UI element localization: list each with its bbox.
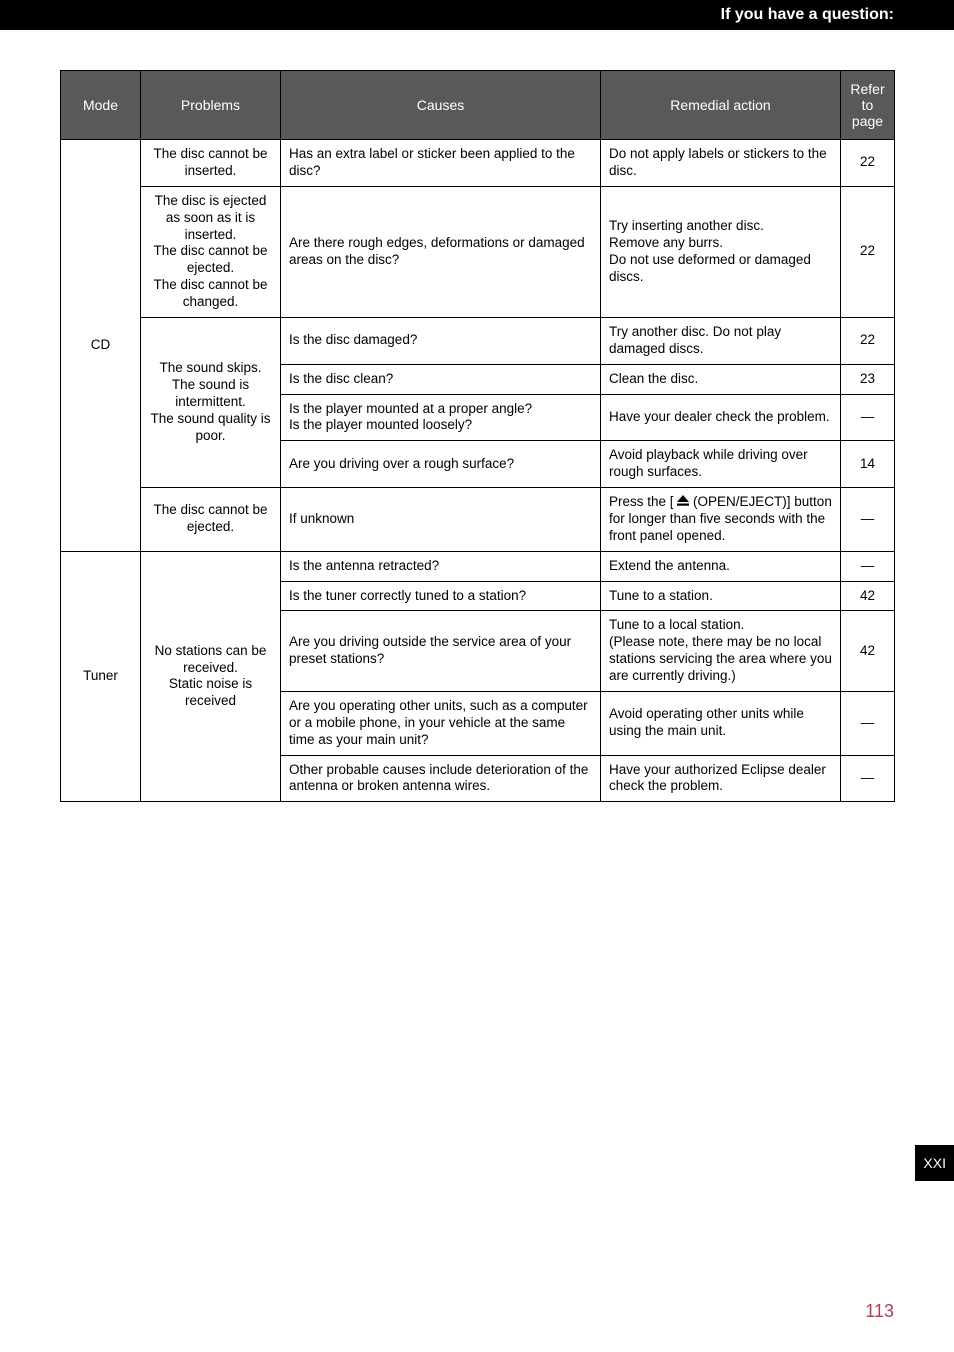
remedy-cell: Have your dealer check the problem.	[601, 394, 841, 441]
cause-cell: Is the disc clean?	[281, 364, 601, 394]
table-header-row: Mode Problems Causes Remedial action Ref…	[61, 71, 895, 140]
section-tab: XXI	[915, 1145, 954, 1181]
page-cell: 23	[841, 364, 895, 394]
cause-cell: Is the antenna retracted?	[281, 551, 601, 581]
problem-cell: The sound skips.The sound is intermitten…	[141, 317, 281, 487]
remedy-cell: Press the [ (OPEN/EJECT)] button for lon…	[601, 488, 841, 552]
remedy-cell: Avoid playback while driving over rough …	[601, 441, 841, 488]
page-cell: 42	[841, 581, 895, 611]
cause-cell: Are you driving outside the service area…	[281, 611, 601, 692]
table-row: The disc is ejected as soon as it is ins…	[61, 186, 895, 317]
remedy-cell: Avoid operating other units while using …	[601, 691, 841, 755]
page-cell: 22	[841, 140, 895, 187]
page-cell: 42	[841, 611, 895, 692]
table-row: The disc cannot be ejected. If unknown P…	[61, 488, 895, 552]
col-mode: Mode	[61, 71, 141, 140]
table-row: The sound skips.The sound is intermitten…	[61, 317, 895, 364]
table-row: Tuner No stations can be received.Static…	[61, 551, 895, 581]
page-cell: 14	[841, 441, 895, 488]
problem-cell: The disc cannot be ejected.	[141, 488, 281, 552]
cause-cell: Other probable causes include deteriorat…	[281, 755, 601, 802]
remedy-text-pre: Press the [	[609, 494, 677, 509]
remedy-cell: Try inserting another disc.Remove any bu…	[601, 186, 841, 317]
remedy-cell: Clean the disc.	[601, 364, 841, 394]
problem-cell: The disc cannot be inserted.	[141, 140, 281, 187]
page-cell: 22	[841, 317, 895, 364]
cause-cell: Are there rough edges, deformations or d…	[281, 186, 601, 317]
troubleshooting-table: Mode Problems Causes Remedial action Ref…	[60, 70, 895, 802]
remedy-cell: Do not apply labels or stickers to the d…	[601, 140, 841, 187]
page-cell: —	[841, 755, 895, 802]
eject-icon	[677, 495, 689, 506]
cause-cell: Has an extra label or sticker been appli…	[281, 140, 601, 187]
table-container: Mode Problems Causes Remedial action Ref…	[0, 30, 954, 802]
page-cell: —	[841, 394, 895, 441]
remedy-cell: Tune to a station.	[601, 581, 841, 611]
cause-cell: Are you driving over a rough surface?	[281, 441, 601, 488]
mode-tuner: Tuner	[61, 551, 141, 802]
cause-cell: Are you operating other units, such as a…	[281, 691, 601, 755]
cause-cell: Is the player mounted at a proper angle?…	[281, 394, 601, 441]
col-refer: Refer to page	[841, 71, 895, 140]
page-cell: 22	[841, 186, 895, 317]
page-cell: —	[841, 551, 895, 581]
page-cell: —	[841, 488, 895, 552]
problem-cell: No stations can be received.Static noise…	[141, 551, 281, 802]
cause-cell: Is the tuner correctly tuned to a statio…	[281, 581, 601, 611]
cause-cell: If unknown	[281, 488, 601, 552]
remedy-cell: Have your authorized Eclipse dealer chec…	[601, 755, 841, 802]
remedy-cell: Try another disc. Do not play damaged di…	[601, 317, 841, 364]
col-problems: Problems	[141, 71, 281, 140]
top-bar: If you have a question:	[0, 0, 954, 30]
topbar-title: If you have a question:	[721, 6, 894, 24]
remedy-cell: Extend the antenna.	[601, 551, 841, 581]
col-remedial: Remedial action	[601, 71, 841, 140]
page-cell: —	[841, 691, 895, 755]
problem-cell: The disc is ejected as soon as it is ins…	[141, 186, 281, 317]
cause-cell: Is the disc damaged?	[281, 317, 601, 364]
col-causes: Causes	[281, 71, 601, 140]
mode-cd: CD	[61, 140, 141, 552]
table-row: CD The disc cannot be inserted. Has an e…	[61, 140, 895, 187]
remedy-cell: Tune to a local station.(Please note, th…	[601, 611, 841, 692]
page-number: 113	[865, 1301, 894, 1322]
